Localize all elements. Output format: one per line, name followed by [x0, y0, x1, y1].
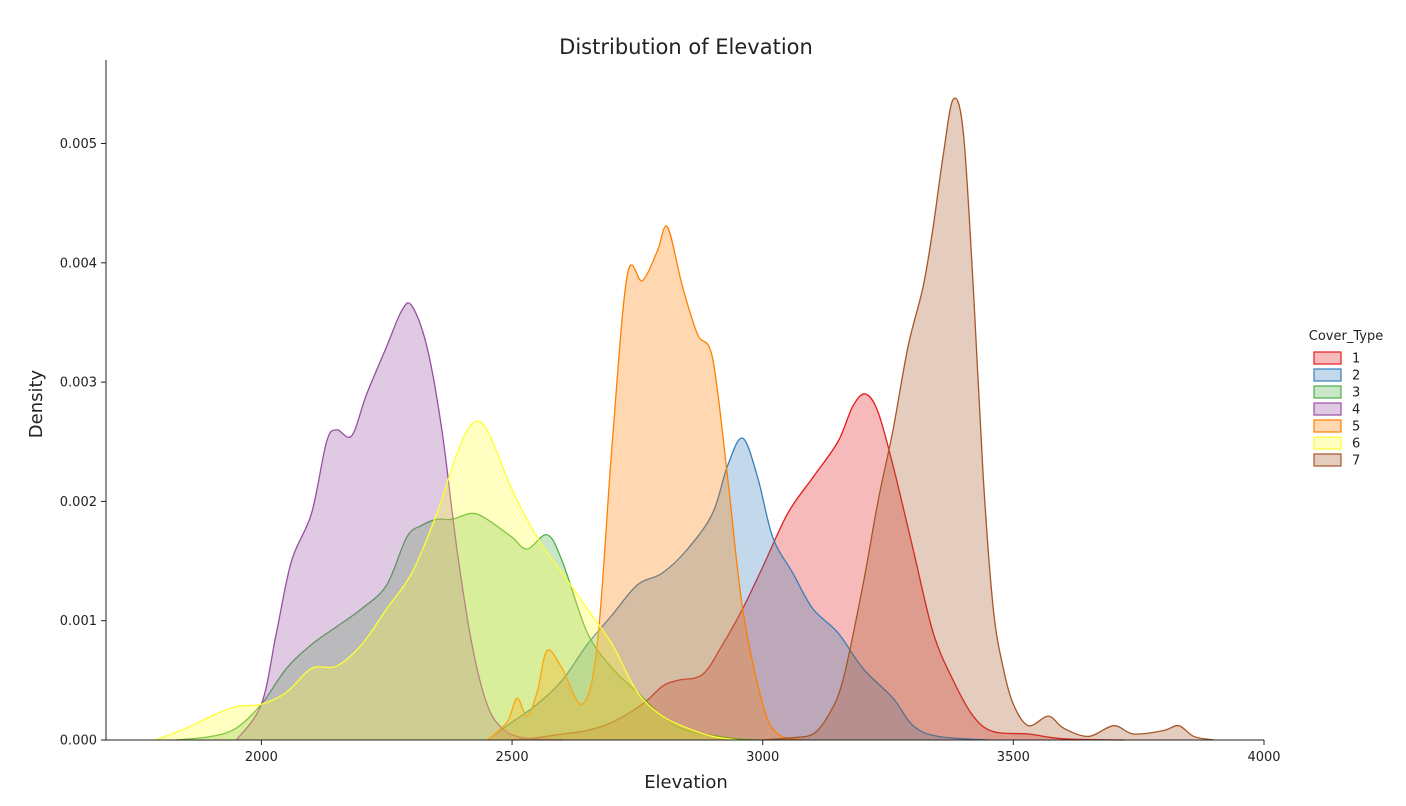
- legend-label: 6: [1352, 437, 1360, 452]
- legend-swatch: [1313, 402, 1342, 416]
- y-tick-label: 0.004: [60, 256, 97, 271]
- legend-swatch: [1313, 385, 1342, 399]
- y-tick-label: 0.005: [60, 137, 97, 152]
- density-line-1: [511, 393, 1124, 741]
- density-area-7: [762, 98, 1214, 741]
- legend-swatch: [1313, 419, 1342, 433]
- density-line-3: [176, 512, 763, 741]
- legend-label: 2: [1352, 369, 1360, 384]
- chart-title: Distribution of Elevation: [559, 35, 813, 59]
- density-areas: [155, 97, 1214, 741]
- legend-swatch: [1313, 436, 1342, 450]
- x-tick-label: 3000: [746, 750, 779, 765]
- legend-swatch: [1313, 368, 1342, 382]
- y-tick-label: 0.003: [60, 376, 97, 391]
- legend-title: Cover_Type: [1309, 329, 1383, 344]
- x-tick-label: 3500: [997, 750, 1030, 765]
- density-line-7: [762, 97, 1214, 741]
- legend-label: 4: [1352, 403, 1360, 418]
- legend-label: 5: [1352, 420, 1360, 435]
- legend-label: 1: [1352, 352, 1360, 367]
- density-line-2: [486, 437, 989, 741]
- legend-label: 3: [1352, 386, 1360, 401]
- x-tick-label: 2000: [245, 750, 278, 765]
- y-tick-label: 0.002: [60, 495, 97, 510]
- y-axis-label: Density: [26, 369, 47, 438]
- density-line-5: [486, 225, 803, 741]
- y-tick-label: 0.001: [60, 614, 97, 629]
- x-axis-ticks: 2000 2500 3000 3500 4000: [245, 740, 1281, 765]
- density-area-4: [236, 302, 563, 740]
- legend-items: 1 2 3 4 5 6 7: [1313, 351, 1360, 469]
- density-area-5: [486, 225, 803, 740]
- density-line-4: [235, 302, 563, 741]
- density-area-3: [176, 513, 763, 740]
- density-line-6: [155, 420, 738, 741]
- density-area-6: [156, 421, 738, 740]
- density-area-1: [512, 393, 1124, 740]
- density-area-2: [486, 438, 989, 740]
- x-tick-label: 2500: [496, 750, 529, 765]
- legend-swatch: [1313, 351, 1342, 365]
- legend: Cover_Type 1 2 3 4 5 6 7: [1309, 329, 1383, 469]
- y-axis-ticks: 0.000 0.001 0.002 0.003 0.004 0.005: [60, 137, 106, 749]
- y-tick-label: 0.000: [60, 734, 97, 749]
- x-axis-label: Elevation: [644, 772, 728, 793]
- legend-label: 7: [1352, 454, 1360, 469]
- legend-swatch: [1313, 453, 1342, 467]
- x-tick-label: 4000: [1247, 750, 1280, 765]
